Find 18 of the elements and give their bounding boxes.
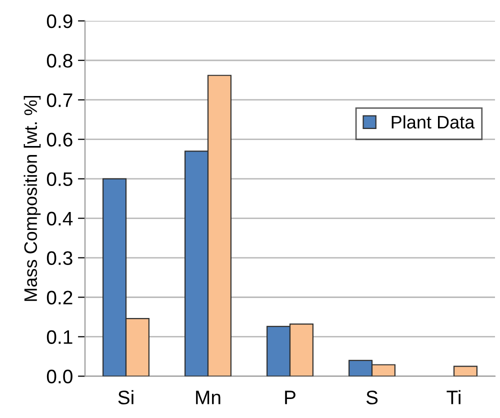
y-tick-label: 0.7 <box>46 93 72 108</box>
y-tick-label: 0.1 <box>46 330 72 344</box>
x-tick-label: Mn <box>196 390 220 404</box>
y-tick-label: 0.9 <box>46 14 72 28</box>
bar <box>453 366 478 376</box>
y-tick-label: 0.2 <box>46 290 72 304</box>
x-tick-label: Si <box>118 390 134 404</box>
x-tick-label: S <box>366 390 378 404</box>
x-tick-label: P <box>285 390 296 404</box>
legend-label: Plant Data <box>392 115 475 129</box>
x-tick-label: Ti <box>446 390 460 404</box>
y-axis-title: Mass Composition [wt. %] <box>24 96 41 301</box>
y-tick-label: 0.5 <box>46 172 72 186</box>
y-tick-label: 0.0 <box>46 370 72 384</box>
y-tick-label: 0.6 <box>46 132 72 147</box>
y-tick-label: 0.4 <box>46 212 73 226</box>
y-tick-label: 0.8 <box>46 54 72 68</box>
y-tick-label: 0.3 <box>46 251 72 266</box>
